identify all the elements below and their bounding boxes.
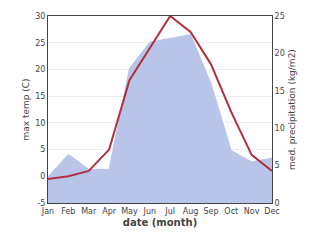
svg-text:max temp (C): max temp (C) — [21, 78, 31, 140]
svg-text:Apr: Apr — [102, 207, 117, 216]
svg-text:0: 0 — [275, 199, 280, 208]
svg-text:25: 25 — [35, 39, 45, 48]
svg-text:25: 25 — [275, 12, 285, 21]
svg-text:15: 15 — [35, 92, 45, 101]
svg-text:30: 30 — [35, 12, 45, 21]
svg-text:med. precipitation (kg/m2): med. precipitation (kg/m2) — [287, 49, 297, 170]
svg-text:date (month): date (month) — [123, 217, 197, 228]
svg-text:Jun: Jun — [143, 207, 157, 216]
svg-text:Oct: Oct — [224, 207, 238, 216]
svg-text:0: 0 — [40, 172, 45, 181]
svg-text:10: 10 — [275, 124, 285, 133]
svg-text:15: 15 — [275, 87, 285, 96]
svg-text:20: 20 — [275, 49, 285, 58]
svg-text:-5: -5 — [37, 199, 45, 208]
svg-text:5: 5 — [40, 145, 45, 154]
svg-text:20: 20 — [35, 65, 45, 74]
svg-text:Jul: Jul — [164, 207, 175, 216]
svg-text:Feb: Feb — [61, 207, 75, 216]
svg-text:Aug: Aug — [183, 207, 199, 216]
svg-text:Mar: Mar — [81, 207, 97, 216]
svg-text:Jan: Jan — [41, 207, 54, 216]
svg-text:Dec: Dec — [264, 207, 279, 216]
svg-text:10: 10 — [35, 119, 45, 128]
svg-text:5: 5 — [275, 161, 280, 170]
svg-text:Sep: Sep — [203, 207, 218, 216]
svg-text:Nov: Nov — [244, 207, 260, 216]
svg-text:May: May — [121, 207, 138, 216]
